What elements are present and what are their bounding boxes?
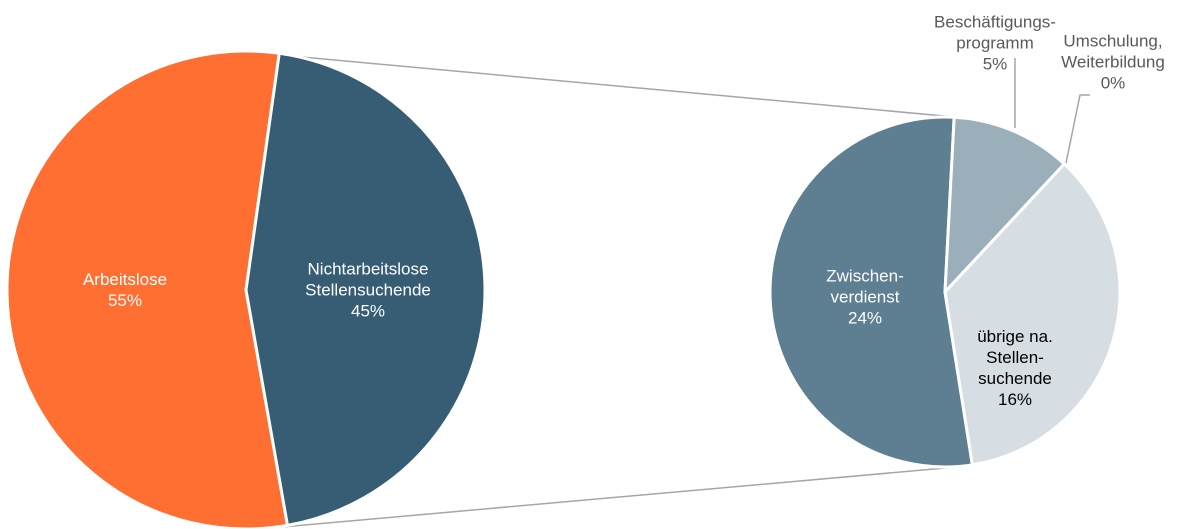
pie-slice (768, 115, 974, 469)
value-label: 0% (1100, 73, 1126, 93)
value-label: 55% (107, 291, 143, 310)
pie-slice (943, 162, 1122, 467)
data-label: Beschäftigungs- programm 5% (934, 12, 1056, 75)
pie-slice (5, 49, 290, 529)
data-label: Nichtarbeitslose Stellensuchende 45% (305, 259, 431, 322)
value-label: 24% (847, 308, 883, 328)
category-label: Umschulung, Weiterbildung (1061, 31, 1165, 72)
pie-slice (943, 115, 1066, 294)
data-label: übrige na. Stellen- suchende 16% (977, 326, 1053, 410)
data-label: Umschulung, Weiterbildung 0% (1061, 31, 1165, 94)
category-label: Beschäftigungs- programm (934, 12, 1056, 53)
data-label: Zwischen- verdienst 24% (826, 266, 903, 329)
category-label: Zwischen- verdienst (826, 266, 904, 307)
value-label: 16% (997, 390, 1033, 409)
value-label: 45% (350, 301, 386, 321)
value-label: 5% (982, 54, 1008, 74)
leader-line (1065, 94, 1090, 164)
category-label: übrige na. Stellen- suchende (977, 327, 1053, 388)
category-label: Nichtarbeitslose Stellensuchende (305, 259, 431, 300)
data-label: Arbeitslose 55% (83, 269, 167, 311)
pie-slice (244, 51, 487, 527)
category-label: Arbeitslose (82, 270, 168, 289)
connector-line (279, 54, 956, 118)
connector-line (281, 465, 969, 528)
